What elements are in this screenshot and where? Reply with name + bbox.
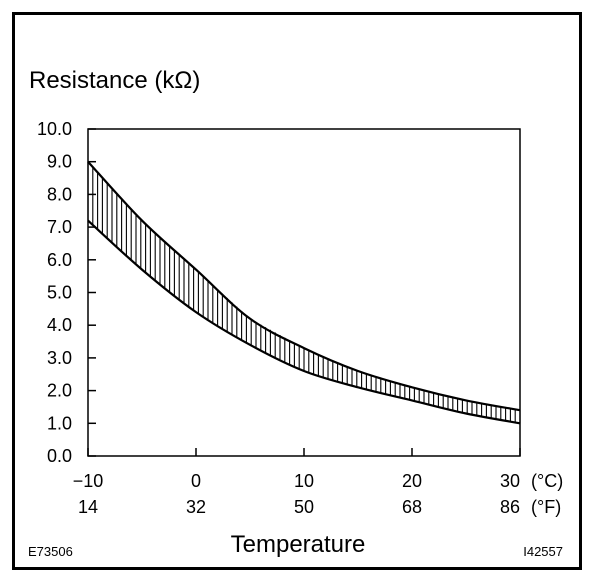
- y-tick-label: 6.0: [47, 250, 72, 270]
- y-tick-label: 8.0: [47, 184, 72, 204]
- y-tick-label: 10.0: [37, 119, 72, 139]
- y-tick-label: 1.0: [47, 413, 72, 433]
- y-tick-label: 9.0: [47, 152, 72, 172]
- figure-code-right: I42557: [523, 544, 563, 559]
- x-tick-label-celsius: 0: [191, 471, 201, 491]
- x-tick-label-fahrenheit: 14: [78, 497, 98, 517]
- curves: [87, 160, 521, 425]
- y-axis-ticks: 0.0 1.0 2.0 3.0 4.0 5.0 6.0 7.0 8.0 9.0 10.0: [37, 119, 96, 466]
- x-tick-label-fahrenheit: 68: [402, 497, 422, 517]
- x-tick-label-celsius: 20: [402, 471, 422, 491]
- x-unit-fahrenheit: (°F): [531, 497, 561, 517]
- y-tick-label: 3.0: [47, 348, 72, 368]
- y-tick-label: 7.0: [47, 217, 72, 237]
- plot-area: [87, 128, 521, 457]
- lower-limit-curve: [87, 219, 521, 425]
- upper-limit-curve: [87, 160, 521, 412]
- x-tick-label-fahrenheit: 50: [294, 497, 314, 517]
- x-unit-celsius: (°C): [531, 471, 563, 491]
- x-tick-label-fahrenheit: 32: [186, 497, 206, 517]
- chart-frame: [12, 12, 582, 570]
- y-tick-label: 0.0: [47, 446, 72, 466]
- y-tick-label: 4.0: [47, 315, 72, 335]
- x-tick-label-celsius: −10: [73, 471, 104, 491]
- x-tick-label-celsius: 30: [500, 471, 520, 491]
- x-tick-label-fahrenheit: 86: [500, 497, 520, 517]
- x-axis-ticks: −10 14 0 32 10 50 20 68 30 86: [73, 448, 521, 517]
- y-tick-label: 2.0: [47, 381, 72, 401]
- x-tick-label-celsius: 10: [294, 471, 314, 491]
- x-axis-label: Temperature: [231, 531, 366, 558]
- tolerance-band-hatching: [87, 161, 521, 424]
- y-tick-label: 5.0: [47, 283, 72, 303]
- y-axis-label: Resistance (kΩ): [29, 67, 200, 94]
- figure-code-left: E73506: [28, 544, 73, 559]
